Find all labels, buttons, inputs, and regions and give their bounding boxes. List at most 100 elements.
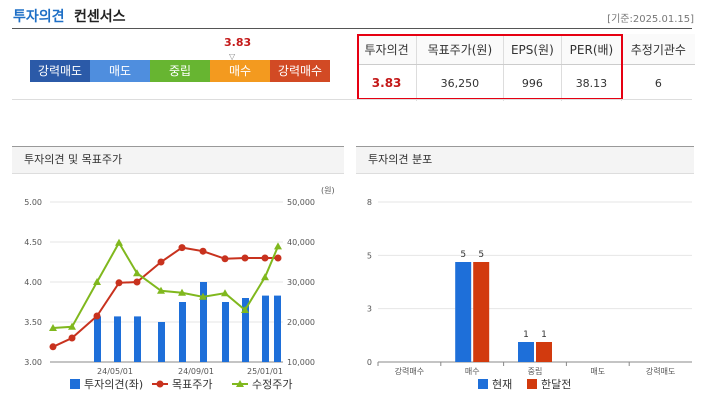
opinion-bar <box>200 282 207 362</box>
y-tick-label: 0 <box>367 358 372 367</box>
table-header-row: 투자의견 목표주가(원) EPS(원) PER(배) 추정기관수 <box>357 34 695 65</box>
current-bar <box>455 262 472 362</box>
target-price-point <box>68 334 76 342</box>
header-cell: 추정기관수 <box>621 34 695 65</box>
section-divider <box>12 99 692 100</box>
month-ago-bar <box>536 342 552 362</box>
opinion-bar <box>114 316 121 362</box>
adjusted-price-point <box>133 269 141 277</box>
legend-label: 투자의견(좌) <box>84 378 143 391</box>
y-right-tick-label: 50,000 <box>287 198 315 207</box>
legend-swatch <box>156 380 164 388</box>
opinion-target-chart: 5.00 4.50 4.00 3.50 3.00 50,000 40,000 30,000 20… <box>24 186 335 391</box>
legend-swatch <box>70 379 80 389</box>
y-right-tick-label: 10,000 <box>287 358 315 367</box>
legend-label: 한달전 <box>541 378 571 391</box>
target-price-point <box>199 247 207 255</box>
x-tick-label: 중립 <box>528 367 543 376</box>
scale-buy: 매수 <box>210 60 270 82</box>
bar-value-label: 5 <box>478 250 484 260</box>
x-tick-label: 24/09/01 <box>178 367 214 376</box>
value-per: 38.13 <box>561 64 622 101</box>
legend-swatch <box>527 379 537 389</box>
header-title-opinion: 투자의견 <box>13 9 65 25</box>
y-right-tick-label: 30,000 <box>287 278 315 287</box>
opinion-bar <box>94 316 101 362</box>
bar-value-label: 1 <box>541 330 547 340</box>
y-tick-label: 3 <box>367 305 372 314</box>
y-left-tick-label: 5.00 <box>24 198 42 207</box>
adjusted-price-point <box>221 289 229 297</box>
y-right-tick-label: 40,000 <box>287 238 315 247</box>
bar-value-label: 5 <box>460 250 466 260</box>
target-price-point <box>157 258 165 266</box>
legend-swatch <box>236 380 244 387</box>
y-left-tick-label: 4.00 <box>24 278 42 287</box>
scale-strong-sell: 강력매도 <box>30 60 90 82</box>
adjusted-price-point <box>241 306 249 313</box>
y-left-tick-label: 4.50 <box>24 238 42 247</box>
x-tick-label: 매수 <box>465 367 480 376</box>
table-row: 3.83 36,250 996 38.13 6 <box>357 64 695 101</box>
y-right-unit-label: (원) <box>321 186 335 195</box>
adjusted-price-point <box>93 278 101 285</box>
panel-title-left: 투자의견 및 목표주가 <box>12 147 344 174</box>
highlight-box <box>357 34 623 100</box>
header-title-consensus: 컨센서스 <box>74 9 126 25</box>
y-right-tick-label: 20,000 <box>287 318 315 327</box>
opinion-bar <box>222 302 229 362</box>
adjusted-price-point <box>178 288 186 296</box>
adjusted-price-point <box>199 292 207 300</box>
adjusted-price-point <box>261 273 269 281</box>
x-tick-label: 매도 <box>590 367 605 376</box>
y-left-tick-label: 3.50 <box>24 318 42 327</box>
target-price-point <box>133 278 141 286</box>
scale-value-label: 3.83 <box>224 36 252 49</box>
target-price-point <box>241 254 249 262</box>
target-price-point <box>178 244 186 252</box>
x-tick-label: 24/05/01 <box>97 367 133 376</box>
bar-value-label: 1 <box>523 330 529 340</box>
header-cell: 목표주가(원) <box>416 34 504 65</box>
scale-pointer-icon: ▽ <box>229 52 236 61</box>
adjusted-price-point <box>157 286 165 294</box>
opinion-target-panel: 투자의견 및 목표주가 <box>12 146 344 407</box>
header-cell: EPS(원) <box>503 34 563 65</box>
current-bar <box>518 342 534 362</box>
x-tick-label: 25/01/01 <box>247 367 283 376</box>
adjusted-price-point <box>49 324 57 331</box>
legend-label: 현재 <box>492 378 512 391</box>
month-ago-bar <box>473 262 490 362</box>
opinion-bar <box>262 295 269 362</box>
header-cell: PER(배) <box>561 34 622 65</box>
value-eps: 996 <box>503 64 563 101</box>
scale-sell: 매도 <box>90 60 150 82</box>
y-left-tick-label: 3.00 <box>24 358 42 367</box>
x-tick-label: 강력매도 <box>646 366 675 376</box>
adjusted-price-point <box>274 242 282 250</box>
target-price-point <box>274 254 282 262</box>
adjusted-price-line <box>52 240 279 329</box>
consensus-summary-table: 투자의견 목표주가(원) EPS(원) PER(배) 추정기관수 3.83 36… <box>357 34 695 101</box>
target-price-point <box>93 312 101 320</box>
target-price-point <box>221 255 229 263</box>
header-divider <box>12 28 692 29</box>
opinion-bar <box>158 322 165 362</box>
value-target-price: 36,250 <box>416 64 504 101</box>
reference-date: [기준:2025.01.15] <box>607 14 694 25</box>
opinion-bar <box>179 302 186 362</box>
target-price-point <box>261 254 269 262</box>
adjusted-price-point <box>68 322 76 330</box>
legend-swatch <box>478 379 488 389</box>
target-price-point <box>115 279 123 287</box>
distribution-panel: 투자의견 분포 <box>356 146 694 407</box>
legend-label: 목표주가 <box>172 378 212 391</box>
value-opinion: 3.83 <box>357 64 418 101</box>
opinion-bar <box>274 295 281 362</box>
panel-title-right: 투자의견 분포 <box>356 147 694 174</box>
y-tick-label: 5 <box>367 251 372 260</box>
opinion-bar <box>242 298 249 362</box>
value-institutions: 6 <box>654 76 662 90</box>
scale-strong-buy: 강력매수 <box>270 60 330 82</box>
